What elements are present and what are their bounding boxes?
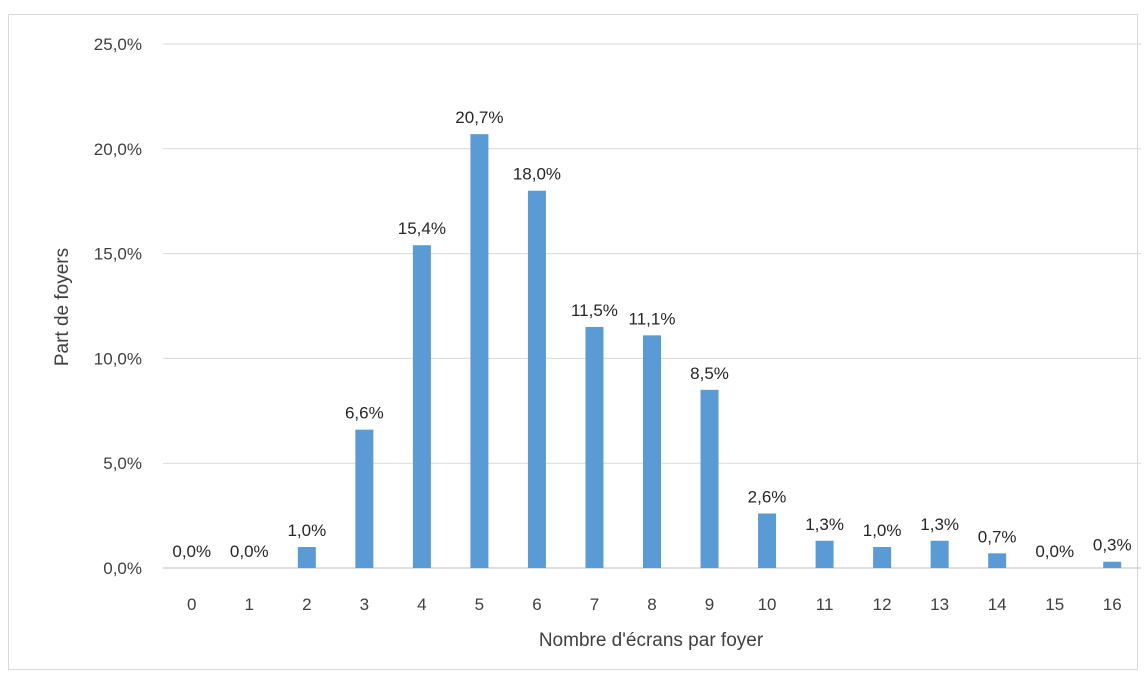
bar-11 [815,540,834,568]
x-tick-label: 0 [187,595,196,614]
bars [297,134,1122,569]
x-tick-label: 11 [816,595,834,614]
bar-5 [470,134,489,569]
bar-3 [355,429,374,568]
y-tick-label: 5,0% [103,454,142,473]
x-tick-label: 13 [930,595,949,614]
bar-8 [643,335,661,568]
x-tick-label: 12 [873,595,892,614]
x-tick-label: 10 [758,595,777,614]
x-tick-label: 5 [475,595,484,614]
data-label: 1,0% [863,521,902,540]
x-tick-labels: 0 1 2 3 4 5 6 7 8 9 10 11 12 13 14 15 16 [187,595,1122,614]
x-tick-label: 14 [988,595,1007,614]
bar-4 [412,245,431,568]
bar-2 [297,547,316,568]
data-labels: 0,0% 0,0% 1,0% 6,6% 15,4% 20,7% 18,0% 11,5% 11,1… [172,108,1131,561]
data-label: 0,7% [978,527,1017,546]
data-label: 0,0% [230,542,269,561]
y-axis-title: Part de foyers [52,248,73,366]
data-label: 1,0% [287,521,326,540]
bar-16 [1103,561,1122,568]
data-label: 1,3% [920,515,959,534]
y-tick-label: 0,0% [103,559,142,578]
x-tick-label: 8 [647,595,656,614]
data-label: 0,0% [172,542,211,561]
data-label: 11,1% [629,309,676,328]
y-tick-label: 25,0% [94,35,142,54]
bar-14 [988,553,1007,568]
y-tick-label: 10,0% [94,349,142,368]
bar-12 [873,547,892,568]
data-label: 0,3% [1093,536,1132,555]
x-axis-title: Nombre d'écrans par foyer [539,630,764,651]
data-label: 11,5% [571,301,618,320]
x-tick-label: 3 [360,595,369,614]
bar-13 [930,540,949,568]
data-label: 6,6% [345,404,384,423]
data-label: 8,5% [690,364,729,383]
data-label: 0,0% [1035,542,1074,561]
x-tick-label: 2 [302,595,311,614]
chart-frame [8,14,1138,670]
x-tick-label: 15 [1045,595,1064,614]
x-tick-label: 16 [1103,595,1122,614]
x-tick-label: 4 [417,595,426,614]
x-tick-label: 1 [245,595,254,614]
x-tick-label: 6 [532,595,541,614]
gridlines [163,43,1141,569]
y-tick-label: 15,0% [94,245,142,264]
data-label: 20,7% [455,108,503,127]
data-label: 18,0% [513,165,561,184]
x-tick-label: 9 [705,595,714,614]
y-tick-label: 20,0% [94,140,142,159]
bar-6 [527,190,546,568]
data-label: 1,3% [805,515,844,534]
data-label: 2,6% [748,488,787,507]
bar-9 [700,389,719,568]
data-label: 15,4% [398,219,446,238]
bar-10 [758,513,777,568]
x-tick-label: 7 [590,595,599,614]
bar-7 [585,326,604,568]
y-tick-labels: 0,0% 5,0% 10,0% 15,0% 20,0% 25,0% [94,35,142,578]
